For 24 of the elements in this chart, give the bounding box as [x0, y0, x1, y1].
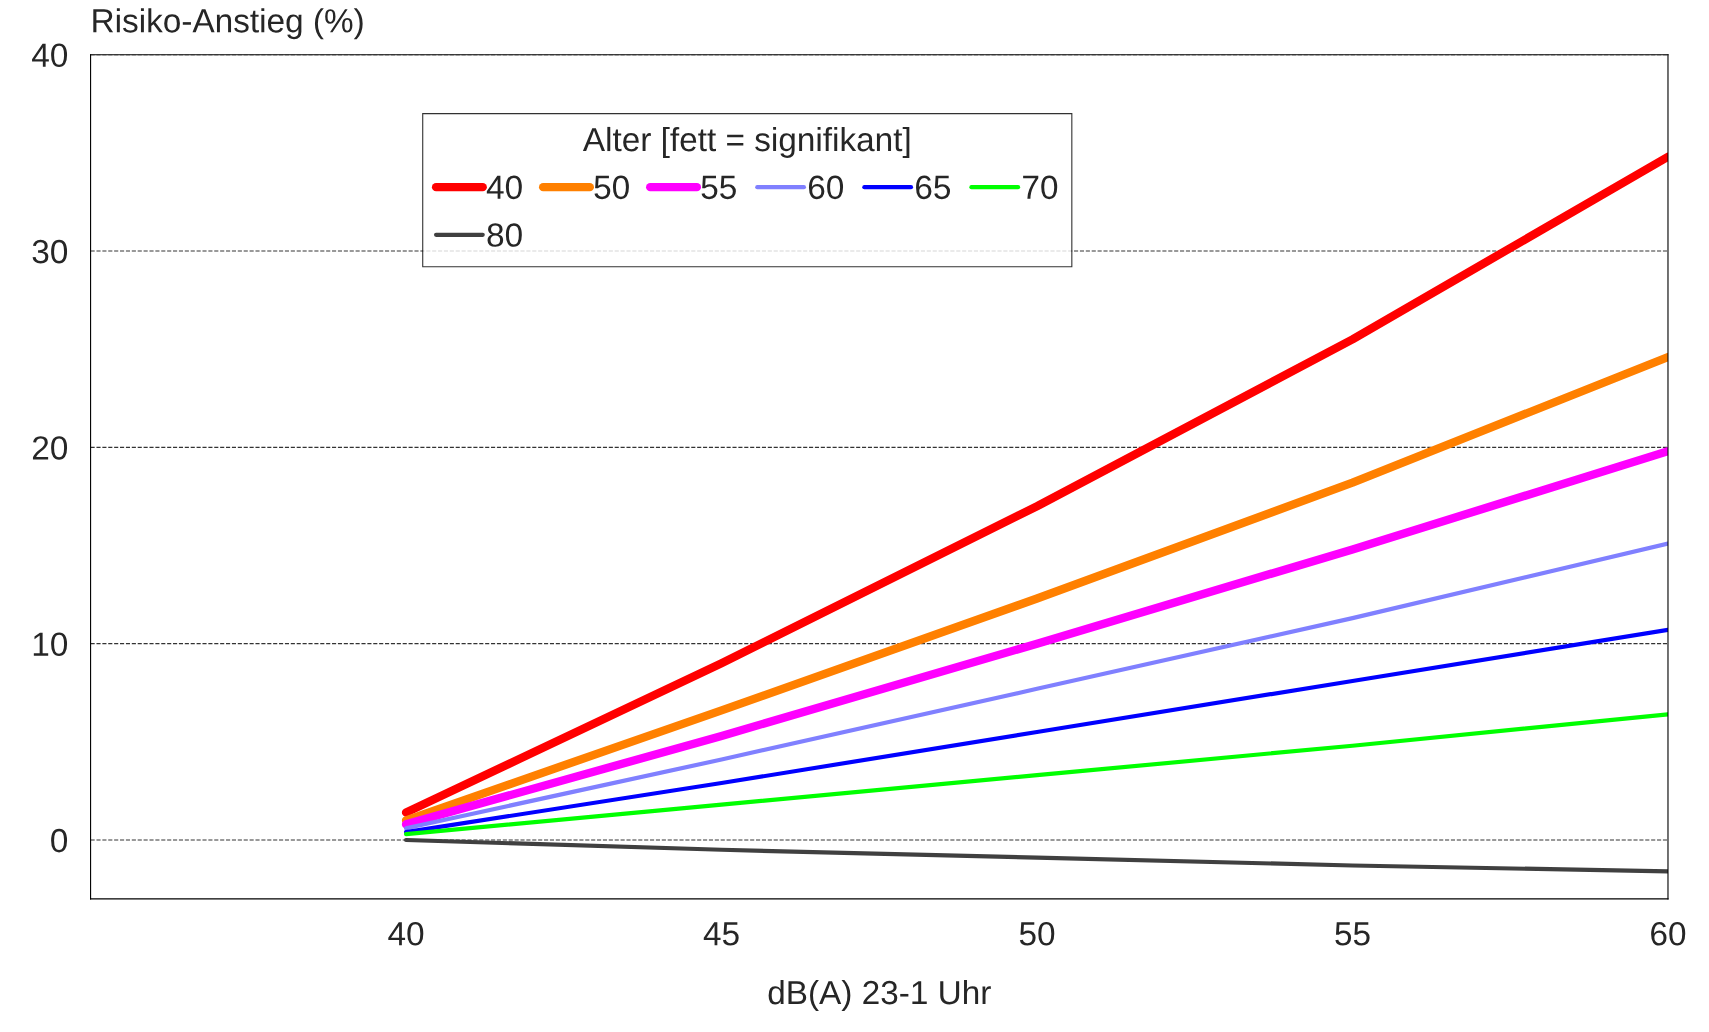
y-axis-title: Risiko-Anstieg (%) — [93, 8, 363, 40]
legend-label: 80 — [487, 223, 522, 247]
x-tick-label: 60 — [1651, 921, 1686, 946]
legend-label: 60 — [808, 175, 844, 200]
x-tick-label: 45 — [703, 922, 739, 946]
legend-label: 50 — [594, 175, 629, 200]
legend-label: 55 — [701, 175, 736, 200]
legend-label: 70 — [1023, 175, 1058, 200]
x-axis-title: dB(A) 23-1 Uhr — [768, 979, 991, 1011]
x-tick-label: 40 — [388, 921, 424, 946]
y-tick-label: 10 — [33, 632, 68, 657]
x-tick-label: 50 — [1019, 921, 1055, 946]
legend-label: 40 — [486, 175, 522, 200]
line-series — [403, 712, 1668, 837]
y-tick-label: 20 — [32, 436, 68, 460]
line-series — [403, 837, 1668, 874]
x-tick-label: 55 — [1335, 922, 1370, 946]
line-series — [403, 627, 1668, 835]
legend-title: Alter [fett = signifikant] — [582, 126, 910, 158]
y-tick-label: 0 — [51, 828, 68, 853]
y-tick-label: 30 — [32, 239, 68, 264]
y-tick-label: 40 — [32, 43, 68, 68]
legend-label: 65 — [916, 175, 951, 200]
line-series — [403, 541, 1668, 831]
